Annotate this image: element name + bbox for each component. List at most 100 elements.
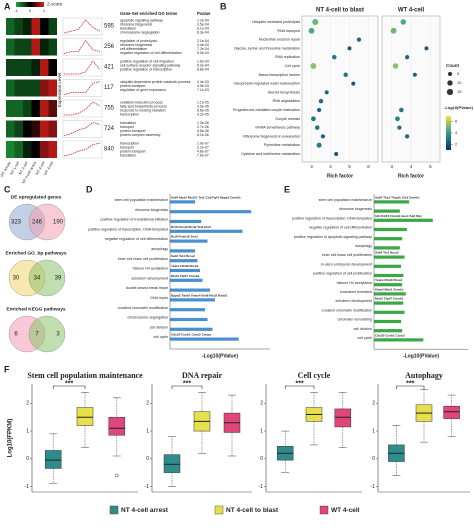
legend-label: NT 4-cell arrest <box>121 507 169 514</box>
profile-frame <box>62 140 103 159</box>
venn-count: 7 <box>35 332 39 338</box>
venn-count: 30 <box>13 276 20 282</box>
go-term: transport <box>120 125 134 129</box>
p-value: 5.5e-06 <box>197 129 209 133</box>
go-term: transcription <box>120 112 139 116</box>
legend-label: 10 <box>457 80 462 85</box>
dot <box>316 142 322 148</box>
go-term: fatty acid biosynthetic process <box>120 104 167 108</box>
bar <box>374 227 407 232</box>
bar <box>374 255 405 259</box>
p-value: 1.1e-05 <box>197 100 209 104</box>
dot <box>424 46 429 51</box>
bar <box>170 298 215 302</box>
go-term: ribosome biogenesis <box>120 43 152 47</box>
dot <box>320 134 326 139</box>
dot <box>318 98 324 104</box>
venn-title: Enriched GO_bp pathways <box>5 250 66 256</box>
bar <box>170 200 195 204</box>
bar <box>170 288 210 292</box>
bar <box>170 337 239 341</box>
term-label: positive regulation of translational ini… <box>100 218 168 222</box>
dot <box>390 27 397 34</box>
heatmap-cell <box>40 18 49 35</box>
heatmap-cell <box>31 141 40 158</box>
y-tick-label: 2 <box>26 401 29 407</box>
bar <box>170 259 198 263</box>
heatmap-cell <box>48 141 57 158</box>
term-label: inner cell mass cell proliferation <box>118 257 168 261</box>
p-value: 7.2e-04 <box>197 47 209 51</box>
profile-frame <box>62 17 103 36</box>
panel-label: B <box>220 1 227 11</box>
y-tick-label: -1 <box>371 484 376 490</box>
cluster-count: 421 <box>104 65 115 71</box>
heatmap-cell <box>23 120 32 138</box>
pathway-term: Nucleotide excision repair <box>259 38 301 42</box>
significance-label: *** <box>296 380 304 387</box>
go-term: protein transport <box>120 84 146 88</box>
legend-label: 15 <box>457 89 462 94</box>
legend-swatch <box>214 505 224 515</box>
venn-circle <box>28 259 66 297</box>
p-value: 6.6e-05 <box>197 108 209 112</box>
term-label: positive regulation of transcription, DN… <box>88 227 168 231</box>
heatmap-cell <box>23 18 32 35</box>
sample-label: WT oocyte <box>0 161 12 178</box>
dot <box>399 107 404 113</box>
p-value: 1.0e-07 <box>197 141 209 145</box>
pathway-term: mRNA surveillance pathway <box>255 126 300 130</box>
go-term: apoptotic signaling pathway <box>120 18 163 22</box>
gene-list: Sall4 Tet1 Brca2 <box>171 254 195 258</box>
go-term: translation <box>120 26 136 30</box>
colorbar-label: 2 <box>455 141 458 146</box>
venn-count: 323 <box>11 220 22 226</box>
gene-list: Cdc20 Ccnb1 Ccna2 <box>375 333 405 337</box>
p-value: 4.4e-04 <box>197 43 209 47</box>
gene-list: Sall4 Mcd2 Mcd21 Tet1 Ctr9 Fgf4 Dppa2 Ct… <box>171 195 241 199</box>
p-value: 8.3e-04 <box>197 30 209 34</box>
panel-label: E <box>284 184 290 194</box>
plot-title: Cell cycle <box>298 371 331 380</box>
heatmap-cell <box>14 100 23 117</box>
term-label: cell division <box>354 327 372 331</box>
pathway-term: Vasopressin-regulated water reabsorption <box>234 82 300 86</box>
pathway-term: Steroid biosynthesis <box>268 90 300 94</box>
bar <box>374 200 410 204</box>
p-value: 4.9e-03 <box>197 84 209 88</box>
p-value: 9.0e-04 <box>197 51 209 55</box>
go-term: negative regulation of cell differentiat… <box>120 51 182 55</box>
box <box>76 407 94 426</box>
p-value: 7.1e-03 <box>197 88 209 92</box>
y-tick-label: -1 <box>259 484 264 490</box>
venn-count: 190 <box>53 220 64 226</box>
venn-circle <box>28 315 66 353</box>
legend-dot <box>447 80 453 86</box>
go-term: ubiquitin-dependent protein catabolic pr… <box>120 80 191 84</box>
heatmap-cell <box>23 79 32 97</box>
go-term: protein transport <box>120 129 146 133</box>
term-label: ectoderm development <box>131 276 168 280</box>
bar <box>374 237 403 241</box>
bar <box>170 249 195 253</box>
y-tick-label: 0 <box>372 456 375 462</box>
y-tick-label: 0 <box>26 456 29 462</box>
venn-title: DE upregulated genes <box>11 194 62 200</box>
heatmap-cell <box>23 141 32 158</box>
significance-bracket <box>52 385 86 389</box>
x-tick-label: 3 <box>310 164 313 169</box>
profile-line <box>64 101 101 116</box>
heatmap-cell <box>40 79 49 97</box>
y-tick-label: 2 <box>146 401 149 407</box>
bar <box>170 268 200 273</box>
bar <box>170 219 202 224</box>
heatmap-cell <box>6 141 15 158</box>
venn-count: 6 <box>14 332 18 338</box>
plot-title: DNA repair <box>182 371 223 380</box>
heatmap-cell <box>48 59 57 76</box>
gene-list: Mcd2 Zfp57 Ctnnb1 <box>375 297 404 301</box>
heatmap-cell <box>40 38 49 56</box>
p-value: 3.5e-04 <box>197 22 209 26</box>
plot-title: Stem cell population maintenance <box>27 371 143 380</box>
